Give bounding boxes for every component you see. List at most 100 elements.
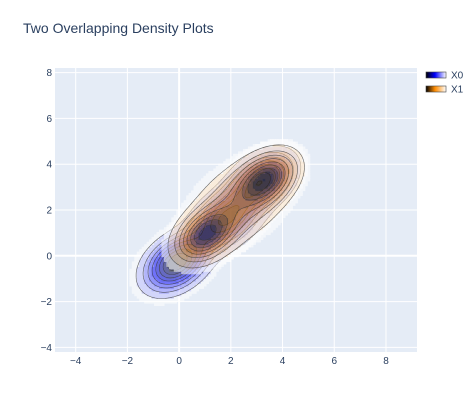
density-cell (280, 185, 284, 189)
density-cell (277, 214, 281, 218)
contour-line (167, 144, 305, 269)
density-cell (272, 200, 276, 204)
density-cell (294, 183, 298, 187)
density-cell (176, 261, 180, 265)
density-cell (282, 195, 286, 199)
grid-lines (55, 68, 417, 352)
density-cell (294, 185, 298, 189)
density-cell (230, 251, 234, 255)
density-cell (255, 202, 259, 206)
density-cell (171, 263, 175, 267)
density-cell (131, 278, 135, 282)
density-cell (215, 197, 219, 201)
density-cell (220, 239, 224, 243)
density-cell (168, 246, 172, 250)
density-cell (307, 175, 311, 179)
density-cell (247, 219, 251, 223)
density-cell (176, 271, 180, 275)
density-cell (235, 166, 239, 170)
density-cell (250, 156, 254, 160)
density-cell (270, 205, 274, 209)
density-cell (223, 214, 227, 218)
density-cell (156, 295, 160, 299)
density-cell (225, 251, 229, 255)
density-cell (220, 192, 224, 196)
density-cell (208, 175, 212, 179)
density-cell (257, 207, 261, 211)
density-cell (247, 168, 251, 172)
density-cell (156, 302, 160, 307)
density-cell (198, 278, 202, 282)
density-cell (144, 273, 148, 277)
density-cell (210, 266, 214, 270)
density-cell (233, 254, 237, 258)
density-cell (144, 268, 148, 272)
density-cell (208, 273, 212, 277)
density-cell (275, 205, 279, 209)
density-cell (270, 158, 274, 162)
density-cell (186, 295, 190, 299)
contour-line (179, 154, 294, 258)
density-cell (139, 295, 143, 299)
density-cell (210, 273, 214, 277)
density-cell (228, 202, 232, 206)
density-cell (280, 197, 284, 201)
density-cell (257, 236, 261, 241)
density-cell (267, 141, 271, 145)
density-cell (213, 258, 217, 263)
y-tick-label: −4 (41, 343, 53, 354)
density-cell (146, 256, 150, 260)
density-cell (257, 188, 261, 192)
density-cell (171, 229, 175, 233)
density-cell (262, 173, 266, 177)
density-cell (304, 151, 308, 155)
density-cell (302, 183, 306, 187)
density-cell (141, 263, 145, 267)
density-cell (220, 183, 224, 187)
density-cell (149, 266, 153, 270)
density-cell (240, 205, 244, 209)
density-cell (220, 232, 224, 236)
legend-item-x0[interactable]: X0 (425, 71, 464, 82)
density-cell (149, 271, 153, 275)
density-cell (292, 170, 296, 174)
density-cell (171, 236, 175, 241)
density-cell (146, 278, 150, 282)
density-cell (225, 180, 229, 184)
density-cell (245, 158, 249, 162)
density-cell (191, 251, 195, 255)
density-cell (210, 195, 214, 199)
density-cell (139, 268, 143, 272)
contour-layers (129, 139, 311, 307)
density-cell (193, 236, 197, 241)
density-cell (136, 256, 140, 260)
density-cell (200, 190, 205, 194)
density-cell (186, 217, 190, 221)
density-cell (188, 278, 192, 282)
density-cell (188, 202, 192, 206)
density-cell (205, 249, 209, 253)
density-cell (280, 180, 284, 184)
density-cell (240, 166, 244, 170)
density-cell (255, 214, 259, 218)
density-cell (161, 293, 165, 297)
density-cell (277, 183, 281, 187)
density-cell (213, 256, 217, 260)
density-cell (270, 166, 274, 170)
density-cell (235, 236, 239, 241)
density-cell (178, 217, 182, 221)
density-cell (203, 254, 207, 258)
legend-item-x1[interactable]: X1 (425, 85, 464, 96)
density-cell (280, 178, 284, 182)
density-cell (270, 168, 274, 172)
density-cell (233, 156, 237, 160)
density-cell (200, 214, 205, 218)
density-cell (280, 202, 284, 206)
density-cell (235, 210, 239, 214)
density-cell (262, 219, 266, 223)
density-cell (265, 163, 269, 167)
density-cell (270, 175, 274, 179)
density-cell (176, 266, 180, 270)
density-cell (245, 244, 249, 248)
